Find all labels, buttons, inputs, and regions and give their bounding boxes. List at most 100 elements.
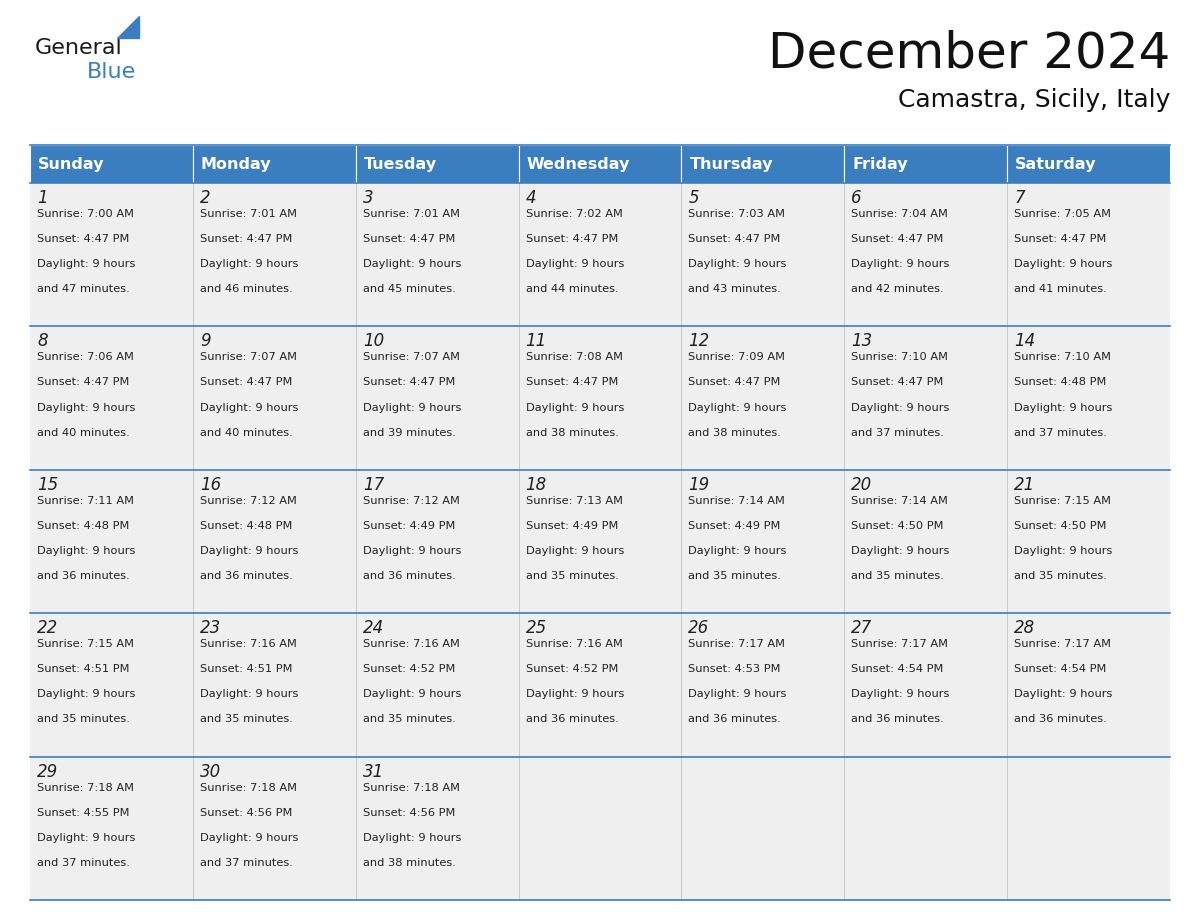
Bar	[682, 756, 845, 900]
Text: Sunset: 4:54 PM: Sunset: 4:54 PM	[852, 665, 943, 675]
Text: Sunset: 4:47 PM: Sunset: 4:47 PM	[852, 377, 943, 387]
Text: Sunset: 4:54 PM: Sunset: 4:54 PM	[1015, 665, 1106, 675]
Text: and 36 minutes.: and 36 minutes.	[1015, 714, 1107, 724]
Text: Daylight: 9 hours: Daylight: 9 hours	[688, 546, 786, 556]
Text: and 36 minutes.: and 36 minutes.	[362, 571, 455, 581]
Text: 31: 31	[362, 763, 384, 780]
Text: and 35 minutes.: and 35 minutes.	[525, 571, 619, 581]
Bar	[845, 613, 1007, 756]
Text: Sunset: 4:47 PM: Sunset: 4:47 PM	[852, 234, 943, 244]
Text: and 37 minutes.: and 37 minutes.	[852, 428, 944, 438]
Text: and 40 minutes.: and 40 minutes.	[37, 428, 129, 438]
Text: 19: 19	[688, 476, 709, 494]
Text: 8: 8	[37, 332, 48, 351]
Text: Sunset: 4:47 PM: Sunset: 4:47 PM	[1015, 234, 1106, 244]
Bar	[355, 183, 519, 327]
Text: Sunrise: 7:18 AM: Sunrise: 7:18 AM	[200, 783, 297, 792]
Text: Sunrise: 7:17 AM: Sunrise: 7:17 AM	[688, 639, 785, 649]
Text: 9: 9	[200, 332, 210, 351]
Text: Sunrise: 7:10 AM: Sunrise: 7:10 AM	[1015, 353, 1111, 363]
Bar	[355, 756, 519, 900]
Text: Sunset: 4:48 PM: Sunset: 4:48 PM	[200, 521, 292, 531]
Text: Daylight: 9 hours: Daylight: 9 hours	[362, 403, 461, 412]
Text: 6: 6	[852, 189, 862, 207]
Text: and 38 minutes.: and 38 minutes.	[525, 428, 619, 438]
Bar	[519, 470, 682, 613]
Text: Sunrise: 7:09 AM: Sunrise: 7:09 AM	[688, 353, 785, 363]
Text: Sunset: 4:47 PM: Sunset: 4:47 PM	[525, 234, 618, 244]
Text: Sunrise: 7:14 AM: Sunrise: 7:14 AM	[688, 496, 785, 506]
Text: Daylight: 9 hours: Daylight: 9 hours	[362, 833, 461, 843]
Bar	[845, 145, 1007, 183]
Text: 20: 20	[852, 476, 872, 494]
Text: Sunrise: 7:06 AM: Sunrise: 7:06 AM	[37, 353, 134, 363]
Text: Monday: Monday	[201, 156, 272, 172]
Text: 1: 1	[37, 189, 48, 207]
Text: Daylight: 9 hours: Daylight: 9 hours	[200, 833, 298, 843]
Text: Sunrise: 7:10 AM: Sunrise: 7:10 AM	[852, 353, 948, 363]
Text: Sunset: 4:47 PM: Sunset: 4:47 PM	[37, 234, 129, 244]
Text: Sunrise: 7:16 AM: Sunrise: 7:16 AM	[362, 639, 460, 649]
Text: Sunset: 4:48 PM: Sunset: 4:48 PM	[37, 521, 129, 531]
Text: Daylight: 9 hours: Daylight: 9 hours	[688, 689, 786, 700]
Bar	[192, 145, 355, 183]
Text: and 35 minutes.: and 35 minutes.	[200, 714, 292, 724]
Bar	[845, 183, 1007, 327]
Text: Sunset: 4:47 PM: Sunset: 4:47 PM	[525, 377, 618, 387]
Bar	[192, 327, 355, 470]
Text: Daylight: 9 hours: Daylight: 9 hours	[688, 259, 786, 269]
Text: 27: 27	[852, 620, 872, 637]
Text: Sunset: 4:52 PM: Sunset: 4:52 PM	[525, 665, 618, 675]
Text: Daylight: 9 hours: Daylight: 9 hours	[362, 546, 461, 556]
Text: and 35 minutes.: and 35 minutes.	[852, 571, 944, 581]
Text: 26: 26	[688, 620, 709, 637]
Text: and 36 minutes.: and 36 minutes.	[852, 714, 944, 724]
Text: Sunset: 4:50 PM: Sunset: 4:50 PM	[852, 521, 943, 531]
Text: and 42 minutes.: and 42 minutes.	[852, 285, 944, 295]
Text: 12: 12	[688, 332, 709, 351]
Text: Daylight: 9 hours: Daylight: 9 hours	[525, 403, 624, 412]
Text: Daylight: 9 hours: Daylight: 9 hours	[525, 546, 624, 556]
Bar	[1007, 183, 1170, 327]
Bar	[519, 756, 682, 900]
Text: 30: 30	[200, 763, 221, 780]
Text: Sunrise: 7:17 AM: Sunrise: 7:17 AM	[852, 639, 948, 649]
Text: and 44 minutes.: and 44 minutes.	[525, 285, 618, 295]
Text: 21: 21	[1015, 476, 1036, 494]
Text: and 36 minutes.: and 36 minutes.	[37, 571, 129, 581]
Bar	[355, 470, 519, 613]
Text: December 2024: December 2024	[767, 30, 1170, 78]
Text: 13: 13	[852, 332, 872, 351]
Text: Daylight: 9 hours: Daylight: 9 hours	[37, 259, 135, 269]
Text: General: General	[34, 38, 122, 58]
Bar	[682, 470, 845, 613]
Text: 29: 29	[37, 763, 58, 780]
Text: Daylight: 9 hours: Daylight: 9 hours	[1015, 259, 1112, 269]
Text: Sunrise: 7:01 AM: Sunrise: 7:01 AM	[362, 209, 460, 219]
Text: Daylight: 9 hours: Daylight: 9 hours	[362, 259, 461, 269]
Bar	[192, 183, 355, 327]
Bar	[355, 145, 519, 183]
Text: Sunrise: 7:05 AM: Sunrise: 7:05 AM	[1015, 209, 1111, 219]
Text: and 36 minutes.: and 36 minutes.	[525, 714, 618, 724]
Bar	[682, 145, 845, 183]
Bar	[1007, 470, 1170, 613]
Text: 28: 28	[1015, 620, 1036, 637]
Bar	[30, 327, 192, 470]
Text: 16: 16	[200, 476, 221, 494]
Text: 2: 2	[200, 189, 210, 207]
Text: and 45 minutes.: and 45 minutes.	[362, 285, 455, 295]
Bar	[355, 613, 519, 756]
Text: Daylight: 9 hours: Daylight: 9 hours	[1015, 689, 1112, 700]
Text: Sunrise: 7:04 AM: Sunrise: 7:04 AM	[852, 209, 948, 219]
Text: and 47 minutes.: and 47 minutes.	[37, 285, 129, 295]
Bar	[30, 613, 192, 756]
Polygon shape	[116, 16, 139, 38]
Text: 18: 18	[525, 476, 546, 494]
Text: Daylight: 9 hours: Daylight: 9 hours	[852, 689, 949, 700]
Text: 15: 15	[37, 476, 58, 494]
Text: Daylight: 9 hours: Daylight: 9 hours	[852, 546, 949, 556]
Text: and 37 minutes.: and 37 minutes.	[1015, 428, 1107, 438]
Text: Daylight: 9 hours: Daylight: 9 hours	[525, 689, 624, 700]
Bar	[30, 145, 192, 183]
